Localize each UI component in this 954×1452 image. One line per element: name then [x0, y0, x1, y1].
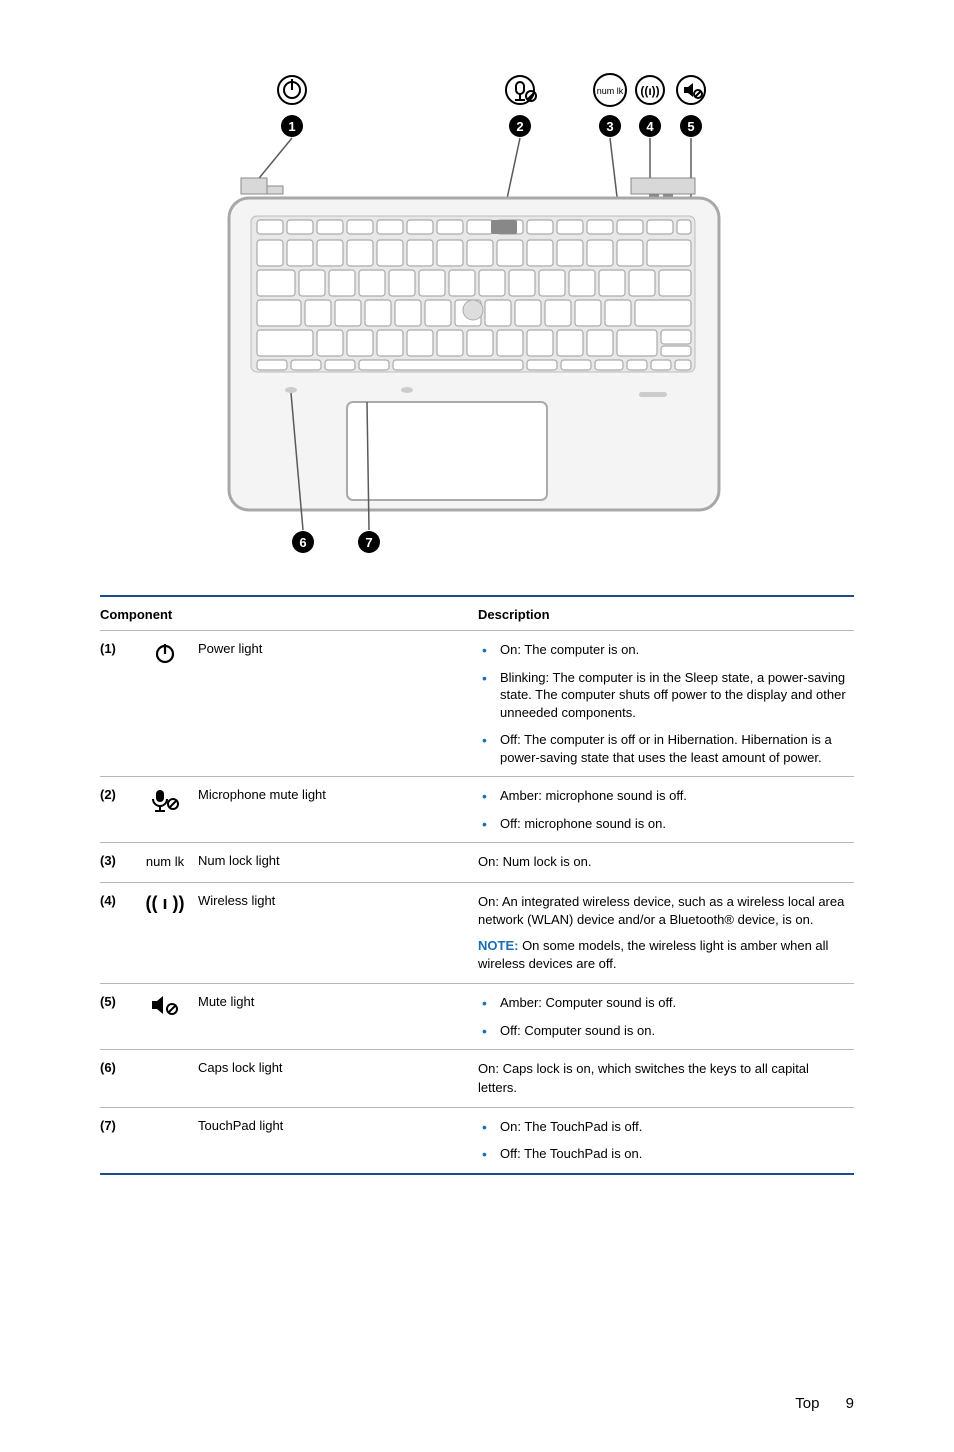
component-name: Power light [198, 631, 478, 777]
row-number: (1) [100, 631, 138, 777]
component-name: Caps lock light [198, 1050, 478, 1107]
wireless-icon: (( ı )) [138, 882, 198, 984]
power-icon [138, 631, 198, 777]
row-number: (6) [100, 1050, 138, 1107]
table-row: (3)num lkNum lock lightOn: Num lock is o… [100, 843, 854, 882]
row-number: (4) [100, 882, 138, 984]
table-row: (6) Caps lock lightOn: Caps lock is on, w… [100, 1050, 854, 1107]
component-name: Wireless light [198, 882, 478, 984]
svg-text:5: 5 [687, 119, 694, 134]
table-row: (2) Microphone mute lightAmber: microphon… [100, 777, 854, 843]
component-description: On: Num lock is on. [478, 843, 854, 882]
svg-text:7: 7 [365, 535, 372, 550]
table-row: (1) Power lightOn: The computer is on.Bli… [100, 631, 854, 777]
no-icon [138, 1107, 198, 1174]
header-description: Description [478, 596, 854, 631]
page-footer: Top 9 [100, 1395, 854, 1412]
component-name: Microphone mute light [198, 777, 478, 843]
svg-text:2: 2 [516, 119, 523, 134]
footer-page: 9 [846, 1395, 854, 1412]
table-row: (4)(( ı ))Wireless lightOn: An integrate… [100, 882, 854, 984]
component-table: Component Description (1)Power lightOn: … [100, 595, 854, 1175]
svg-text:3: 3 [606, 119, 613, 134]
svg-text:4: 4 [646, 119, 654, 134]
mic-mute-icon [138, 777, 198, 843]
component-name: Num lock light [198, 843, 478, 882]
keyboard-diagram: num lk ((ı)) 1 2 3 4 5 [100, 70, 854, 575]
row-number: (2) [100, 777, 138, 843]
no-icon [138, 1050, 198, 1107]
component-description: Amber: Computer sound is off.Off: Comput… [478, 984, 854, 1050]
svg-text:num lk: num lk [597, 86, 624, 96]
svg-text:((ı)): ((ı)) [640, 84, 659, 98]
component-name: TouchPad light [198, 1107, 478, 1174]
component-description: On: Caps lock is on, which switches the … [478, 1050, 854, 1107]
component-description: On: An integrated wireless device, such … [478, 882, 854, 984]
svg-text:1: 1 [288, 119, 295, 134]
row-number: (3) [100, 843, 138, 882]
table-row: (5) Mute lightAmber: Computer sound is of… [100, 984, 854, 1050]
footer-label: Top [795, 1395, 819, 1412]
numlk-icon: num lk [138, 843, 198, 882]
mute-icon [138, 984, 198, 1050]
table-row: (7) TouchPad lightOn: The TouchPad is off… [100, 1107, 854, 1174]
component-description: On: The TouchPad is off.Off: The TouchPa… [478, 1107, 854, 1174]
row-number: (5) [100, 984, 138, 1050]
row-number: (7) [100, 1107, 138, 1174]
component-description: On: The computer is on.Blinking: The com… [478, 631, 854, 777]
svg-text:6: 6 [299, 535, 306, 550]
component-description: Amber: microphone sound is off.Off: micr… [478, 777, 854, 843]
header-component: Component [100, 596, 478, 631]
component-name: Mute light [198, 984, 478, 1050]
